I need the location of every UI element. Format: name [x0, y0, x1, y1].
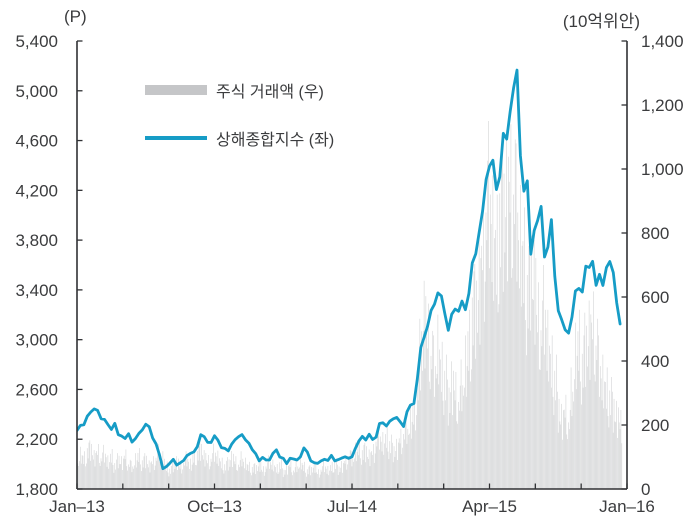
- y-right-tick-label: 1,000: [641, 160, 684, 179]
- y-right-tick-label: 800: [641, 224, 669, 243]
- left-axis-unit-label: (P): [64, 7, 87, 26]
- y-left-tick-label: 4,200: [15, 181, 58, 200]
- y-left-tick-label: 3,800: [15, 231, 58, 250]
- legend-label-index: 상해종합지수 (좌): [216, 132, 335, 149]
- legend-item-index: 상해종합지수 (좌): [145, 130, 334, 149]
- volume-bar-swatch: [145, 85, 207, 95]
- x-tick-label: Jan–13: [49, 497, 105, 516]
- index-line: [77, 68, 622, 471]
- y-right-tick-label: 200: [641, 416, 669, 435]
- axis-labels: 5,400 5,000 4,600 4,200 3,800 3,400 3,000 2,600…: [15, 32, 683, 516]
- index-line-swatch: [145, 136, 207, 140]
- y-right-tick-label: 400: [641, 352, 669, 371]
- y-left-tick-label: 5,400: [15, 32, 58, 51]
- y-left-tick-label: 2,600: [15, 380, 58, 399]
- right-axis-unit-label: (10억위안): [562, 12, 640, 31]
- y-left-tick-label: 3,400: [15, 281, 58, 300]
- y-right-tick-label: 0: [641, 480, 650, 499]
- y-right-tick-label: 1,200: [641, 96, 684, 115]
- y-left-tick-label: 2,200: [15, 430, 58, 449]
- volume-bars: [77, 121, 623, 489]
- y-right-tick-label: 1,400: [641, 32, 684, 51]
- y-left-tick-label: 5,000: [15, 82, 58, 101]
- x-tick-label: Apr–15: [462, 497, 517, 516]
- legend-item-volume: 주식 거래액 (우): [145, 82, 334, 101]
- x-tick-label: Jul–14: [327, 497, 377, 516]
- legend: 주식 거래액 (우) 상해종합지수 (좌): [145, 82, 334, 178]
- y-right-tick-label: 600: [641, 288, 669, 307]
- x-tick-label: Oct–13: [187, 497, 242, 516]
- legend-label-volume: 주식 거래액 (우): [216, 84, 324, 101]
- y-left-tick-label: 1,800: [15, 480, 58, 499]
- y-left-tick-label: 4,600: [15, 132, 58, 151]
- x-tick-label: Jan–16: [599, 497, 655, 516]
- y-left-tick-label: 3,000: [15, 331, 58, 350]
- tick-marks: [76, 40, 628, 490]
